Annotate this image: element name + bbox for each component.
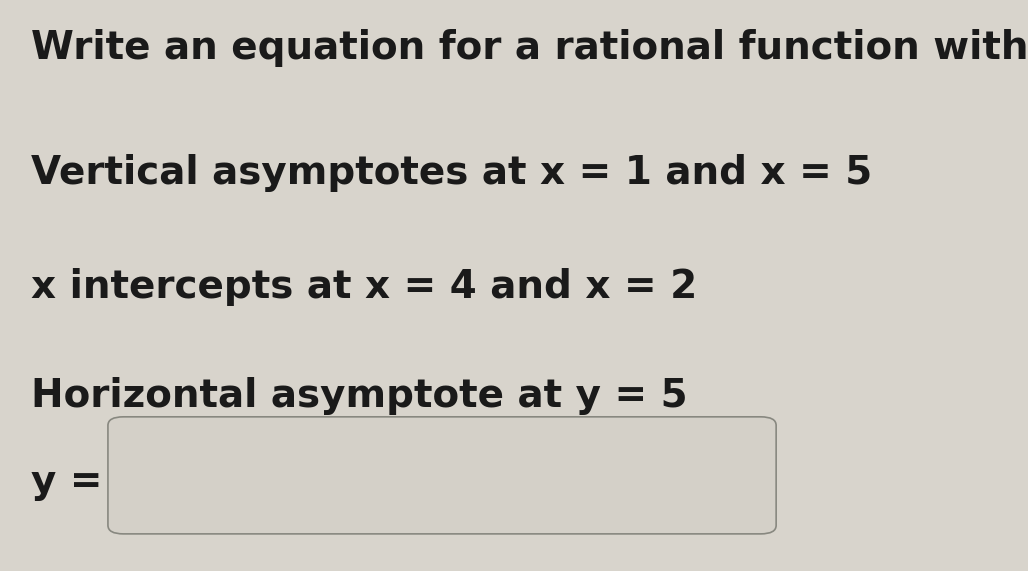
Text: Vertical asymptotes at x = 1 and x = 5: Vertical asymptotes at x = 1 and x = 5 [31, 154, 872, 192]
FancyBboxPatch shape [108, 417, 776, 534]
Text: x intercepts at x = 4 and x = 2: x intercepts at x = 4 and x = 2 [31, 268, 697, 307]
Text: y =: y = [31, 464, 103, 501]
Text: Write an equation for a rational function with:: Write an equation for a rational functio… [31, 29, 1028, 67]
Text: Horizontal asymptote at y = 5: Horizontal asymptote at y = 5 [31, 377, 688, 415]
